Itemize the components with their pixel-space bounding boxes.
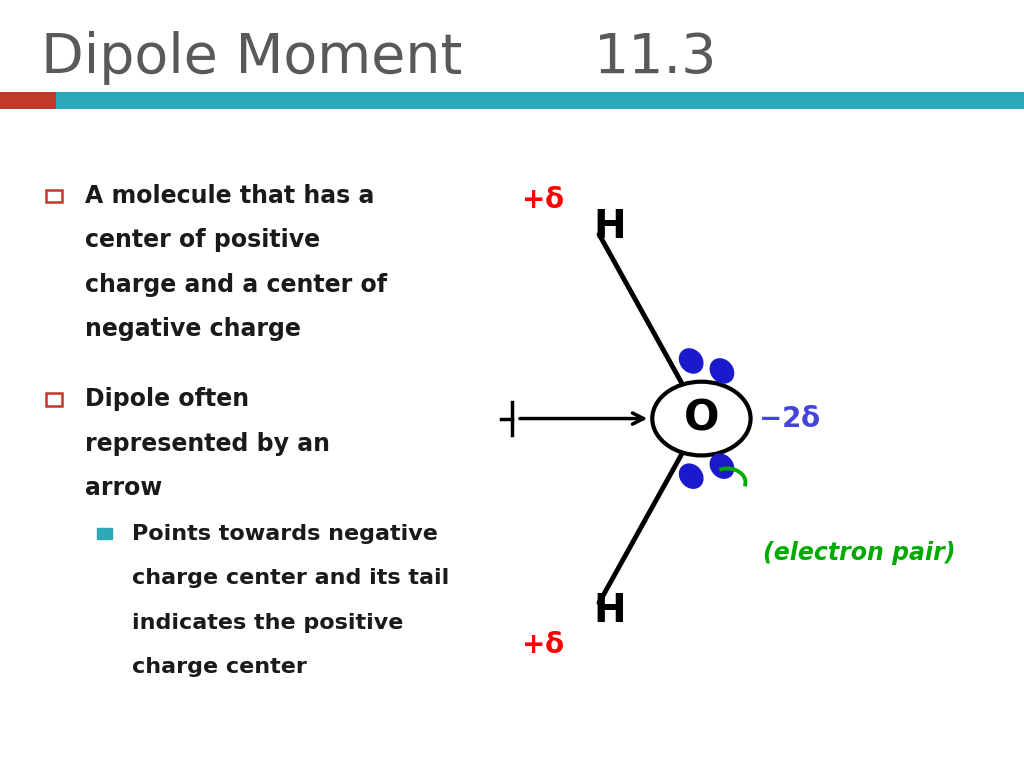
Bar bbox=[0, 92, 56, 109]
Bar bbox=[0, 92, 1024, 109]
Ellipse shape bbox=[680, 464, 702, 488]
Text: indicates the positive: indicates the positive bbox=[132, 613, 403, 633]
Bar bbox=[97, 528, 112, 539]
Text: (electron pair): (electron pair) bbox=[763, 541, 955, 565]
Bar bbox=[46, 190, 62, 202]
Text: O: O bbox=[684, 398, 719, 439]
Ellipse shape bbox=[711, 359, 733, 383]
Text: $\mathbf{-2\delta}$: $\mathbf{-2\delta}$ bbox=[758, 405, 820, 432]
Ellipse shape bbox=[680, 349, 702, 373]
Text: negative charge: negative charge bbox=[85, 317, 301, 342]
Text: charge center: charge center bbox=[132, 657, 307, 677]
Text: H: H bbox=[593, 207, 626, 246]
Text: H: H bbox=[593, 591, 626, 630]
Text: Dipole often: Dipole often bbox=[85, 387, 249, 412]
Text: Dipole Moment: Dipole Moment bbox=[41, 31, 462, 84]
Text: charge center and its tail: charge center and its tail bbox=[132, 568, 450, 588]
Bar bbox=[46, 393, 62, 406]
Ellipse shape bbox=[711, 454, 733, 478]
Text: 11.3: 11.3 bbox=[594, 31, 718, 84]
Text: A molecule that has a: A molecule that has a bbox=[85, 184, 375, 208]
Text: center of positive: center of positive bbox=[85, 228, 321, 253]
Text: Points towards negative: Points towards negative bbox=[132, 524, 438, 544]
Text: arrow: arrow bbox=[85, 476, 162, 501]
Text: represented by an: represented by an bbox=[85, 432, 330, 456]
Text: charge and a center of: charge and a center of bbox=[85, 273, 387, 297]
Text: $\mathbf{+\delta}$: $\mathbf{+\delta}$ bbox=[521, 186, 564, 214]
Circle shape bbox=[652, 382, 751, 455]
Text: $\mathbf{+\delta}$: $\mathbf{+\delta}$ bbox=[521, 631, 564, 659]
